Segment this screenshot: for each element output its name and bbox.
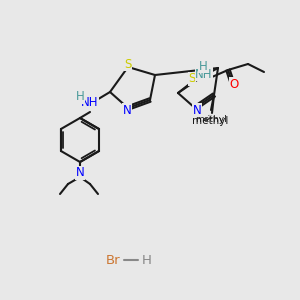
Text: H: H <box>142 254 152 266</box>
Text: N: N <box>76 167 84 179</box>
Text: methyl: methyl <box>208 114 212 116</box>
Text: NH: NH <box>195 68 213 80</box>
Text: S: S <box>124 58 132 70</box>
Text: NH: NH <box>81 97 99 110</box>
Text: S: S <box>188 73 196 85</box>
Text: H: H <box>76 91 84 103</box>
Text: O: O <box>230 77 238 91</box>
Text: methyl: methyl <box>192 116 228 126</box>
Text: N: N <box>123 103 131 116</box>
Text: N: N <box>193 103 201 116</box>
Text: methyl: methyl <box>195 116 227 124</box>
Text: Br: Br <box>106 254 120 266</box>
Text: H: H <box>199 59 207 73</box>
